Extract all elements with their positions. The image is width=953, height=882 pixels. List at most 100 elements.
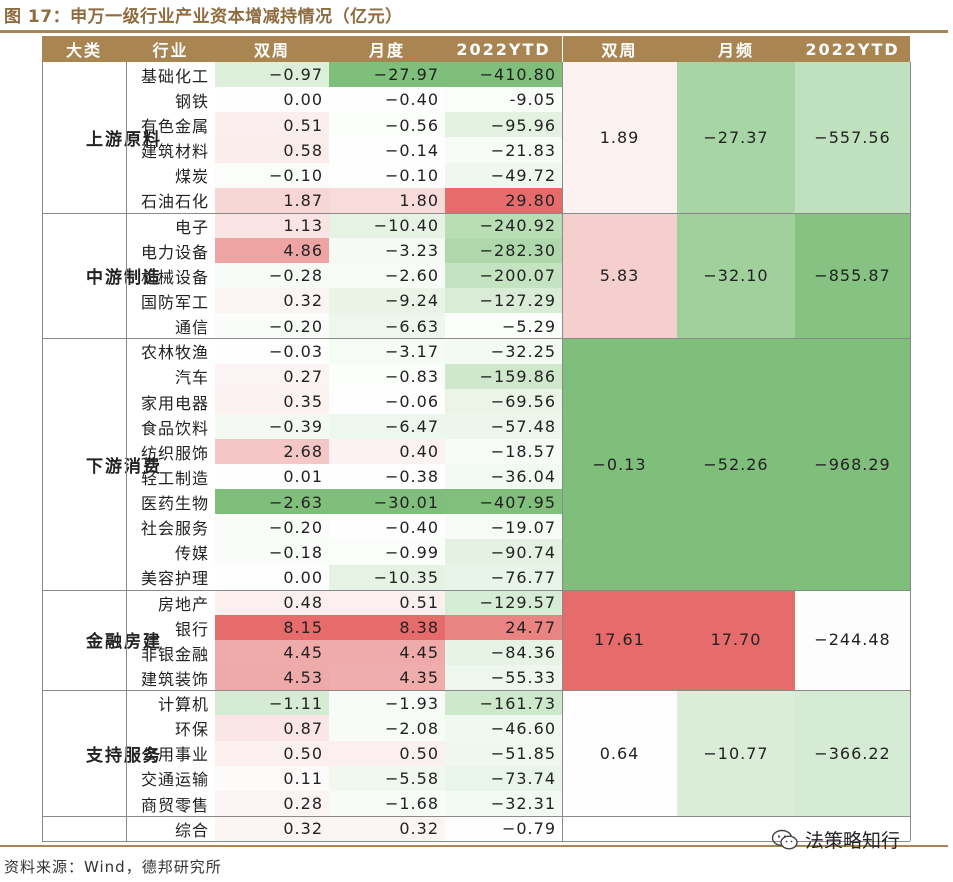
- monthly-value: −0.10: [329, 162, 445, 189]
- group-divider: [42, 338, 910, 340]
- ytd-value: −95.96: [445, 112, 562, 138]
- bottom-rule: [0, 845, 948, 847]
- ytd-value: −76.77: [445, 564, 562, 591]
- monthly-value: −0.83: [329, 363, 445, 390]
- monthly-value: −0.38: [329, 464, 445, 490]
- biweekly-value: 4.53: [215, 665, 329, 691]
- category-label: 中游制造: [42, 212, 160, 339]
- monthly-value: 1.80: [329, 187, 445, 214]
- monthly-value: −10.40: [329, 212, 445, 239]
- industry-name: 环保: [126, 715, 215, 741]
- group-ytd-value: −366.22: [795, 690, 910, 816]
- ytd-value: −0.79: [445, 815, 562, 842]
- ytd-value: −5.29: [445, 313, 562, 339]
- group-ytd-value: −968.29: [795, 338, 910, 590]
- industry-name: 通信: [126, 313, 215, 339]
- group-divider: [42, 212, 910, 214]
- biweekly-value: −0.39: [215, 413, 329, 440]
- biweekly-value: 0.32: [215, 288, 329, 314]
- biweekly-value: 8.15: [215, 614, 329, 641]
- ytd-value: −200.07: [445, 263, 562, 289]
- column-border: [126, 62, 127, 842]
- industry-name: 基础化工: [126, 62, 215, 88]
- monthly-value: −3.23: [329, 237, 445, 264]
- group-biweekly-value: 0.64: [562, 690, 677, 816]
- source-note: 资料来源：Wind，德邦研究所: [4, 858, 222, 876]
- monthly-value: −6.47: [329, 413, 445, 440]
- monthly-value: −0.40: [329, 87, 445, 113]
- header-monthly: 月度: [329, 36, 445, 62]
- biweekly-value: −2.63: [215, 489, 329, 515]
- industry-name: 农林牧渔: [126, 338, 215, 365]
- column-border: [42, 62, 43, 842]
- category-label: 金融房建: [42, 589, 160, 691]
- monthly-value: −1.93: [329, 690, 445, 716]
- industry-name: 综合: [126, 815, 215, 842]
- ytd-value: −161.73: [445, 690, 562, 716]
- biweekly-value: −0.20: [215, 514, 329, 540]
- ytd-value: −240.92: [445, 212, 562, 239]
- header-agg-ytd: 2022YTD: [795, 36, 910, 62]
- group-monthly-value: −32.10: [677, 212, 795, 339]
- ytd-value: −90.74: [445, 539, 562, 566]
- industry-name: 有色金属: [126, 112, 215, 138]
- biweekly-value: 0.00: [215, 87, 329, 113]
- industry-name: 交通运输: [126, 765, 215, 792]
- group-ytd-value: −557.56: [795, 62, 910, 213]
- industry-name: 国防军工: [126, 288, 215, 314]
- industry-name: 纺织服饰: [126, 438, 215, 465]
- top-rule: [0, 30, 948, 33]
- ytd-value: −32.25: [445, 338, 562, 365]
- monthly-value: −0.14: [329, 137, 445, 163]
- biweekly-value: 1.13: [215, 212, 329, 239]
- category-label: 下游消费: [42, 338, 160, 590]
- industry-name: 食品饮料: [126, 413, 215, 440]
- category-label: [42, 815, 126, 842]
- industry-name: 机械设备: [126, 263, 215, 289]
- header-agg-monthly: 月频: [677, 36, 795, 62]
- figure-title: 图 17：申万一级行业产业资本增减持情况（亿元）: [4, 7, 403, 27]
- header-industry: 行业: [126, 36, 215, 62]
- biweekly-value: −0.10: [215, 162, 329, 189]
- biweekly-value: 2.68: [215, 438, 329, 465]
- group-monthly-value: −10.77: [677, 690, 795, 816]
- category-label: 上游原料: [42, 62, 160, 213]
- ytd-value: −32.31: [445, 790, 562, 817]
- monthly-value: −5.58: [329, 765, 445, 792]
- ytd-value: −51.85: [445, 740, 562, 767]
- industry-name: 汽车: [126, 363, 215, 390]
- ytd-value: −159.86: [445, 363, 562, 390]
- biweekly-value: −0.20: [215, 313, 329, 339]
- ytd-value: −127.29: [445, 288, 562, 314]
- ytd-value: 29.80: [445, 187, 562, 214]
- header-ytd: 2022YTD: [445, 36, 562, 62]
- biweekly-value: 0.48: [215, 589, 329, 616]
- ytd-value: -9.05: [445, 87, 562, 113]
- biweekly-value: −0.18: [215, 539, 329, 566]
- watermark: 法策略知行: [771, 826, 900, 853]
- monthly-value: 8.38: [329, 614, 445, 641]
- monthly-value: −0.99: [329, 539, 445, 566]
- industry-name: 轻工制造: [126, 464, 215, 490]
- category-label: 支持服务: [42, 690, 160, 816]
- industry-name: 银行: [126, 614, 215, 641]
- industry-name: 电子: [126, 212, 215, 239]
- biweekly-value: 0.01: [215, 464, 329, 490]
- monthly-value: 0.40: [329, 438, 445, 465]
- industry-name: 社会服务: [126, 514, 215, 540]
- industry-name: 计算机: [126, 690, 215, 716]
- monthly-value: −0.06: [329, 388, 445, 415]
- ytd-value: 24.77: [445, 614, 562, 641]
- group-ytd-value: −244.48: [795, 589, 910, 691]
- industry-name: 石油石化: [126, 187, 215, 214]
- group-ytd-value: −855.87: [795, 212, 910, 339]
- group-divider: [42, 815, 910, 817]
- monthly-value: 4.45: [329, 639, 445, 666]
- monthly-value: 0.50: [329, 740, 445, 767]
- industry-name: 传媒: [126, 539, 215, 566]
- biweekly-value: 1.87: [215, 187, 329, 214]
- industry-name: 煤炭: [126, 162, 215, 189]
- group-monthly-value: 17.70: [677, 589, 795, 691]
- biweekly-value: 4.86: [215, 237, 329, 264]
- table-bottom-border: [42, 841, 910, 843]
